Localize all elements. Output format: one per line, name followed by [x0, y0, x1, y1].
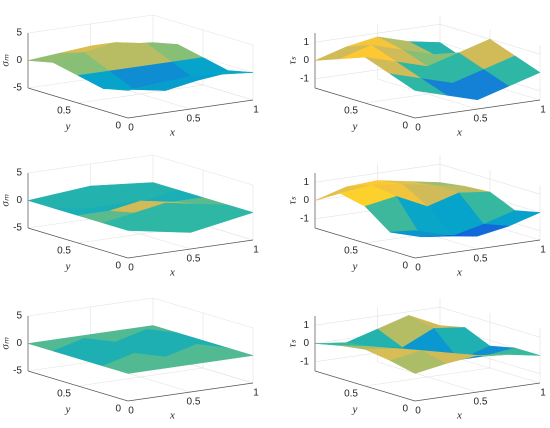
axis-line — [27, 87, 129, 119]
surface-cell — [389, 350, 447, 374]
surface-cell — [102, 83, 160, 91]
z-tick-label: 5 — [16, 311, 22, 322]
x-tick-label: 0.5 — [474, 114, 488, 125]
subplot: -5 0 5 0 0.5 1 0 0.5 x y σₘ — [0, 297, 259, 422]
y-tick-label: 0 — [115, 404, 121, 415]
subplot: -5 0 5 0 0.5 1 0 0.5 x y σₘ — [0, 154, 259, 279]
axis-line — [127, 382, 254, 402]
z-tick-label: -1 — [300, 73, 309, 84]
surface-cell — [102, 212, 161, 232]
y-axis-label: y — [65, 261, 71, 273]
axis-line — [27, 227, 129, 259]
x-tick-label: 1 — [253, 105, 259, 116]
z-axis-label: τₛ — [287, 196, 299, 205]
x-axis-label: x — [169, 410, 175, 422]
grid-line — [77, 367, 204, 387]
y-tick-label: 0.5 — [57, 106, 71, 117]
x-tick-label: 0 — [128, 406, 134, 417]
surface-cell — [389, 230, 447, 238]
x-tick-label: 0.5 — [187, 114, 201, 125]
y-tick-label: 0 — [402, 121, 408, 132]
y-axis-label: y — [352, 261, 358, 273]
grid-line — [77, 84, 204, 104]
y-tick-label: 0 — [402, 404, 408, 415]
x-axis-label: x — [456, 127, 462, 139]
axis-line — [127, 239, 254, 259]
z-axis-label: σₘ — [0, 54, 12, 66]
y-axis-label: y — [65, 121, 71, 133]
axis-line — [314, 227, 416, 259]
axis-line — [414, 382, 541, 402]
x-tick-label: 0.5 — [474, 397, 488, 408]
axis-line — [27, 370, 129, 402]
z-tick-label: -1 — [300, 356, 309, 367]
surface-cell — [102, 352, 160, 374]
z-tick-label: 0 — [16, 195, 22, 206]
x-tick-label: 0.5 — [187, 254, 201, 265]
x-axis-label: x — [169, 267, 175, 279]
y-tick-label: 0.5 — [344, 246, 358, 257]
y-tick-label: 0.5 — [57, 389, 71, 400]
y-tick-label: 0.5 — [344, 389, 358, 400]
x-tick-label: 0.5 — [187, 397, 201, 408]
y-tick-label: 0 — [402, 261, 408, 272]
z-tick-label: 5 — [16, 168, 22, 179]
subplot: -1 0 1 0 0.5 1 0 0.5 x y τₛ — [287, 155, 546, 279]
z-tick-label: 1 — [303, 37, 309, 48]
y-tick-label: 0 — [115, 261, 121, 272]
x-axis-label: x — [456, 410, 462, 422]
axis-line — [414, 239, 541, 259]
axis-line — [414, 99, 541, 119]
y-axis-label: y — [352, 121, 358, 133]
z-tick-label: -5 — [13, 223, 22, 234]
y-tick-label: 0.5 — [344, 106, 358, 117]
z-tick-label: 0 — [303, 338, 309, 349]
z-axis-label: σₘ — [0, 194, 12, 206]
grid-line — [364, 367, 491, 387]
surface-cell — [389, 73, 447, 96]
x-tick-label: 1 — [540, 245, 546, 256]
x-tick-label: 0 — [128, 123, 134, 134]
x-tick-label: 0 — [415, 123, 421, 134]
y-axis-label: y — [65, 404, 71, 416]
x-tick-label: 0 — [128, 263, 134, 274]
subplot: -1 0 1 0 0.5 1 0 0.5 x y τₛ — [287, 298, 546, 422]
z-tick-label: -5 — [13, 83, 22, 94]
x-axis-label: x — [169, 127, 175, 139]
x-tick-label: 1 — [540, 105, 546, 116]
z-tick-label: 0 — [16, 55, 22, 66]
x-tick-label: 0 — [415, 263, 421, 274]
y-axis-label: y — [352, 404, 358, 416]
z-tick-label: 5 — [16, 28, 22, 39]
axis-line — [127, 99, 254, 119]
z-tick-label: 0 — [16, 338, 22, 349]
x-tick-label: 0 — [415, 406, 421, 417]
axis-line — [314, 87, 416, 119]
z-tick-label: -5 — [13, 366, 22, 377]
z-axis-label: τₛ — [287, 56, 299, 65]
subplot: -5 0 5 0 0.5 1 0 0.5 x y σₘ — [0, 14, 259, 139]
subplot: -1 0 1 0 0.5 1 0 0.5 x y τₛ — [287, 15, 546, 139]
z-tick-label: 0 — [303, 55, 309, 66]
z-tick-label: -1 — [300, 213, 309, 224]
x-tick-label: 1 — [253, 388, 259, 399]
y-tick-label: 0 — [115, 121, 121, 132]
z-tick-label: 1 — [303, 177, 309, 188]
x-tick-label: 0.5 — [474, 254, 488, 265]
z-axis-label: τₛ — [287, 339, 299, 348]
y-tick-label: 0.5 — [57, 246, 71, 257]
x-axis-label: x — [456, 267, 462, 279]
x-tick-label: 1 — [253, 245, 259, 256]
axis-line — [314, 370, 416, 402]
z-tick-label: 1 — [303, 320, 309, 331]
x-tick-label: 1 — [540, 388, 546, 399]
z-tick-label: 0 — [303, 195, 309, 206]
z-axis-label: σₘ — [0, 337, 12, 349]
